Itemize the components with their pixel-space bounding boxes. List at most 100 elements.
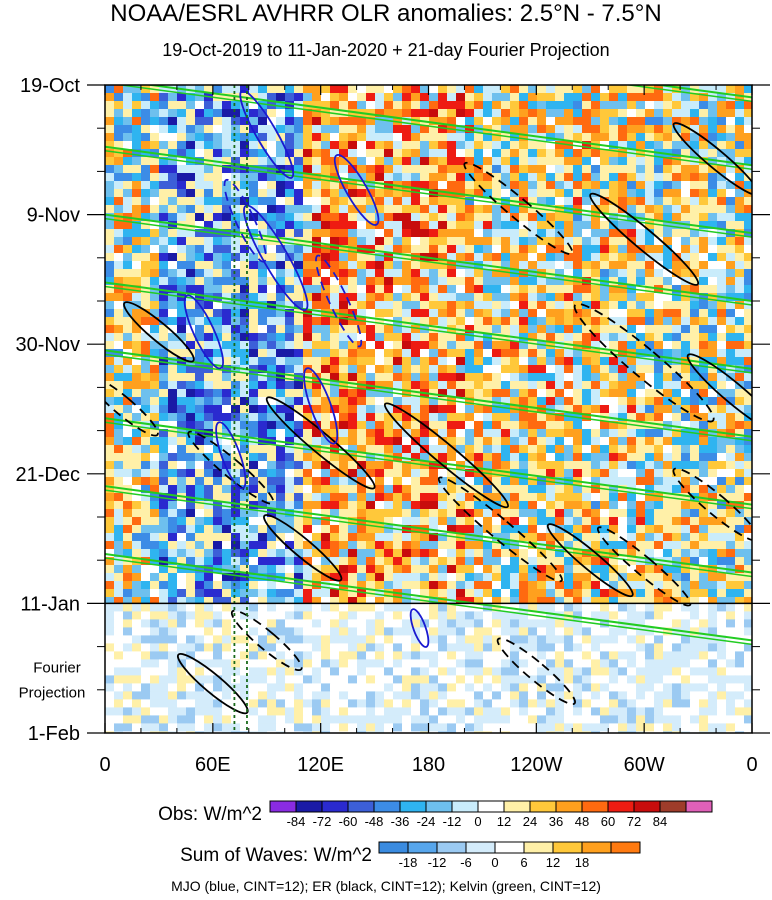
obs-cell bbox=[330, 485, 340, 494]
obs-cell bbox=[141, 141, 151, 150]
obs-cell bbox=[717, 261, 727, 270]
obs-cell bbox=[177, 141, 187, 150]
obs-cell bbox=[573, 333, 583, 342]
obs-cell bbox=[330, 165, 340, 174]
obs-cell bbox=[636, 101, 646, 110]
proj-cell bbox=[276, 627, 286, 636]
obs-cell bbox=[249, 477, 259, 486]
obs-cell bbox=[267, 293, 277, 302]
obs-cell bbox=[159, 509, 169, 518]
obs-cell bbox=[222, 109, 232, 118]
obs-cell bbox=[312, 445, 322, 454]
obs-cell bbox=[249, 269, 259, 278]
obs-cell bbox=[249, 429, 259, 438]
proj-cell bbox=[681, 619, 691, 628]
obs-cell bbox=[159, 205, 169, 214]
obs-cell bbox=[519, 285, 529, 294]
obs-cell bbox=[708, 333, 718, 342]
obs-cell bbox=[402, 101, 412, 110]
obs-cell bbox=[636, 181, 646, 190]
obs-cell bbox=[672, 421, 682, 430]
obs-cell bbox=[537, 349, 547, 358]
obs-cell bbox=[348, 317, 358, 326]
obs-cell bbox=[510, 109, 520, 118]
obs-cell bbox=[141, 237, 151, 246]
obs-cell bbox=[546, 293, 556, 302]
obs-cell bbox=[339, 381, 349, 390]
obs-cell bbox=[114, 373, 124, 382]
obs-cell bbox=[636, 589, 646, 598]
obs-cell bbox=[294, 581, 304, 590]
obs-cell bbox=[420, 549, 430, 558]
proj-cell bbox=[249, 619, 259, 628]
obs-cell bbox=[492, 557, 502, 566]
obs-cell bbox=[447, 205, 457, 214]
obs-cell bbox=[231, 285, 241, 294]
obs-cell bbox=[672, 341, 682, 350]
obs-cell bbox=[402, 109, 412, 118]
obs-cell bbox=[357, 405, 367, 414]
obs-cell bbox=[717, 165, 727, 174]
obs-cell bbox=[267, 245, 277, 254]
obs-cell bbox=[384, 469, 394, 478]
obs-cell bbox=[618, 485, 628, 494]
obs-cell bbox=[519, 261, 529, 270]
obs-cell bbox=[636, 301, 646, 310]
obs-cell bbox=[420, 381, 430, 390]
obs-cell bbox=[528, 485, 538, 494]
obs-cell bbox=[708, 549, 718, 558]
obs-cell bbox=[285, 149, 295, 158]
obs-cell bbox=[312, 501, 322, 510]
obs-cell bbox=[204, 133, 214, 142]
obs-cell bbox=[465, 277, 475, 286]
obs-cell bbox=[420, 101, 430, 110]
obs-cell bbox=[249, 357, 259, 366]
obs-cell bbox=[663, 405, 673, 414]
obs-cell bbox=[141, 325, 151, 334]
obs-cell bbox=[519, 453, 529, 462]
obs-cell bbox=[744, 277, 752, 286]
obs-cell bbox=[375, 469, 385, 478]
obs-cell bbox=[537, 213, 547, 222]
obs-cell bbox=[285, 141, 295, 150]
obs-cell bbox=[186, 437, 196, 446]
obs-cell bbox=[312, 93, 322, 102]
obs-cell bbox=[645, 293, 655, 302]
obs-cell bbox=[411, 349, 421, 358]
obs-cell bbox=[681, 117, 691, 126]
obs-cell bbox=[105, 509, 115, 518]
obs-cell bbox=[663, 333, 673, 342]
obs-cell bbox=[429, 141, 439, 150]
obs-cell bbox=[195, 101, 205, 110]
obs-cell bbox=[204, 461, 214, 470]
obs-cell bbox=[294, 469, 304, 478]
obs-cell bbox=[555, 181, 565, 190]
obs-cell bbox=[348, 237, 358, 246]
obs-cell bbox=[240, 461, 250, 470]
proj-cell bbox=[672, 603, 682, 612]
obs-cell bbox=[276, 93, 286, 102]
obs-cell bbox=[474, 469, 484, 478]
obs-cell bbox=[204, 557, 214, 566]
obs-cell bbox=[213, 245, 223, 254]
obs-cell bbox=[429, 317, 439, 326]
obs-cell bbox=[573, 101, 583, 110]
obs-cell bbox=[366, 125, 376, 134]
obs-cell bbox=[330, 253, 340, 262]
proj-cell bbox=[357, 627, 367, 636]
obs-cell bbox=[609, 261, 619, 270]
obs-cell bbox=[222, 469, 232, 478]
obs-cell bbox=[474, 373, 484, 382]
proj-cell bbox=[744, 603, 752, 612]
obs-cell bbox=[726, 581, 736, 590]
obs-cell bbox=[618, 429, 628, 438]
obs-cell bbox=[582, 365, 592, 374]
obs-cell bbox=[312, 125, 322, 134]
obs-cell bbox=[321, 205, 331, 214]
obs-cell bbox=[429, 229, 439, 238]
obs-cell bbox=[537, 253, 547, 262]
obs-cell bbox=[699, 533, 709, 542]
obs-cell bbox=[267, 589, 277, 598]
obs-cell bbox=[222, 597, 232, 606]
obs-cell bbox=[492, 125, 502, 134]
